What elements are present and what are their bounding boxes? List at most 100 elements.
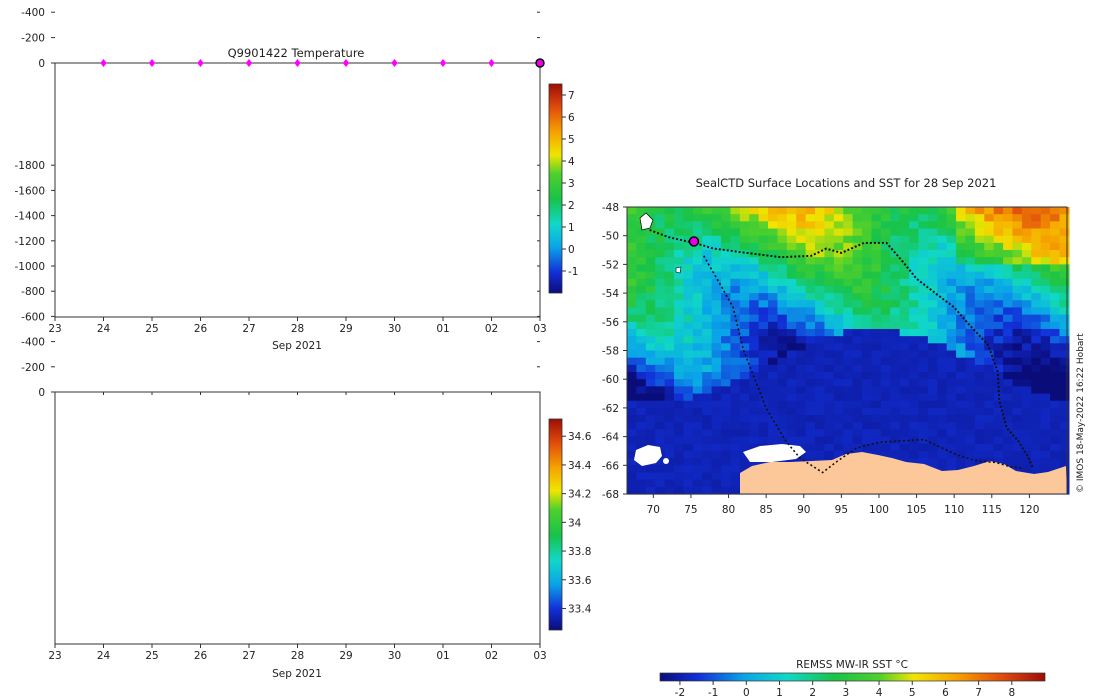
- sst-cell: [880, 328, 891, 337]
- sst-cell: [786, 235, 797, 244]
- sst-cell: [815, 450, 826, 459]
- sst-cell: [824, 228, 835, 237]
- sst-cell: [965, 314, 976, 323]
- sst-cell: [937, 328, 948, 337]
- sst-cell: [805, 307, 816, 316]
- sst-cell: [833, 343, 844, 352]
- sst-cell: [674, 372, 685, 380]
- sst-cell: [786, 407, 797, 416]
- sst-cell: [918, 250, 929, 258]
- sst-cell: [956, 429, 967, 438]
- sst-cell: [909, 250, 920, 258]
- sst-cell: [871, 228, 882, 237]
- sst-cell: [711, 364, 722, 373]
- sst-cell: [815, 285, 826, 294]
- sst-cell: [1031, 221, 1042, 230]
- sst-cell: [777, 293, 788, 301]
- sst-cell: [937, 336, 948, 344]
- sst-cell: [674, 386, 685, 395]
- sst-cell: [815, 214, 826, 222]
- sst-cell: [880, 429, 891, 438]
- sst-cell: [1021, 271, 1032, 280]
- sst-cell: [899, 285, 910, 294]
- sst-cell: [993, 407, 1004, 416]
- sst-cell: [852, 321, 863, 330]
- sst-cell: [1059, 221, 1070, 230]
- sst-cell: [683, 443, 694, 452]
- sst-cell: [645, 336, 656, 344]
- sst-cell: [796, 393, 807, 402]
- sst-cell: [927, 257, 938, 265]
- sst-cell: [777, 364, 788, 373]
- sst-cell: [815, 257, 826, 265]
- sst-cell: [937, 415, 948, 423]
- sst-cell: [890, 307, 901, 316]
- sst-cell: [833, 250, 844, 258]
- sst-cell: [937, 458, 948, 466]
- sst-cell: [636, 443, 647, 452]
- sst-cell: [937, 271, 948, 280]
- sst-cell: [1012, 300, 1023, 309]
- sst-cell: [674, 207, 685, 215]
- sst-cell: [890, 285, 901, 294]
- sst-cell: [909, 364, 920, 373]
- sst-cell: [636, 386, 647, 395]
- sst-cell: [843, 400, 854, 409]
- sst-cell: [627, 364, 637, 373]
- sst-cell: [1031, 429, 1042, 438]
- sst-cell: [937, 228, 948, 237]
- sst-cell: [702, 372, 713, 380]
- sst-cell: [768, 328, 779, 337]
- sst-cell: [899, 293, 910, 301]
- sst-cell: [1012, 214, 1023, 222]
- sst-cell: [721, 235, 732, 244]
- sst-cell: [1021, 407, 1032, 416]
- sst-cell: [1050, 450, 1061, 459]
- sst-cell: [739, 207, 750, 215]
- sst-cell: [927, 422, 938, 431]
- sst-cell: [655, 465, 666, 474]
- sst-cell: [899, 250, 910, 258]
- sst-cell: [655, 321, 666, 330]
- sst-cell: [937, 343, 948, 352]
- sst-cell: [993, 242, 1004, 251]
- sst-cell: [918, 293, 929, 301]
- sst-cell: [852, 242, 863, 251]
- sst-cell: [674, 429, 685, 438]
- sst-cell: [749, 242, 760, 251]
- sst-cell: [1059, 235, 1070, 244]
- sst-cell: [890, 436, 901, 445]
- sst-cell: [655, 285, 666, 294]
- sst-cell: [1050, 364, 1061, 373]
- sst-cell: [871, 386, 882, 395]
- sst-cell: [899, 450, 910, 459]
- sst-cell: [843, 415, 854, 423]
- sst-cell: [993, 328, 1004, 337]
- sst-cell: [815, 343, 826, 352]
- sst-cell: [636, 207, 647, 215]
- sst-cell: [692, 465, 703, 474]
- sst-cell: [852, 364, 863, 373]
- sst-cell: [730, 285, 741, 294]
- sst-cell: [730, 465, 741, 474]
- sst-cell: [1031, 228, 1042, 237]
- sst-cell: [702, 458, 713, 466]
- sst-cell: [805, 228, 816, 237]
- sst-cell: [1050, 336, 1061, 344]
- sst-cell: [739, 264, 750, 273]
- sst-cell: [1003, 250, 1014, 258]
- sst-cell: [1050, 300, 1061, 309]
- sst-cell: [777, 257, 788, 265]
- sst-cell: [739, 271, 750, 280]
- sst-cell: [993, 285, 1004, 294]
- sst-cell: [627, 465, 637, 474]
- sst-cell: [711, 458, 722, 466]
- sst-cell: [683, 336, 694, 344]
- sst-cell: [749, 207, 760, 215]
- sst-cell: [1003, 443, 1014, 452]
- sst-cell: [909, 221, 920, 230]
- sst-cell: [1031, 422, 1042, 431]
- sst-cell: [1003, 458, 1014, 466]
- sst-cell: [974, 422, 985, 431]
- sst-cell: [899, 235, 910, 244]
